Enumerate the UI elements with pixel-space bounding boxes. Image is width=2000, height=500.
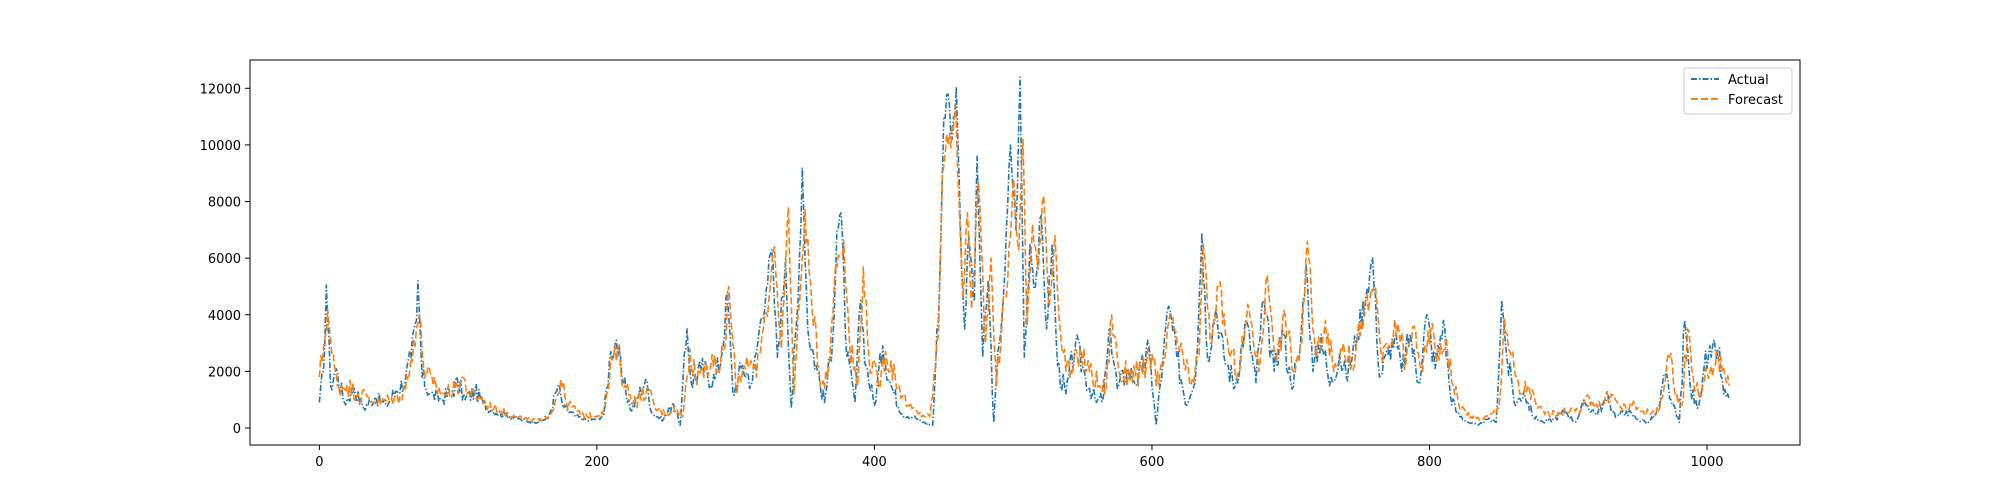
x-tick-label: 200 [584, 455, 609, 470]
y-tick-label: 4000 [208, 309, 241, 324]
x-tick-label: 1000 [1690, 455, 1723, 470]
y-axis: 0 2000 4000 6000 8000 10000 12000 [200, 82, 250, 437]
y-tick-label: 2000 [208, 365, 241, 380]
x-axis: 0 200 400 600 800 1000 [315, 445, 1724, 470]
y-tick-label: 6000 [208, 252, 241, 267]
x-tick-label: 800 [1417, 455, 1442, 470]
legend-label-forecast: Forecast [1728, 93, 1783, 108]
y-tick-label: 8000 [208, 196, 241, 211]
y-tick-label: 0 [233, 422, 241, 437]
legend-label-actual: Actual [1728, 73, 1769, 88]
series-layer [318, 76, 1730, 426]
plot-frame [249, 59, 1801, 446]
series-line-forecast [318, 104, 1730, 423]
series-line-actual [318, 76, 1730, 426]
legend: Actual Forecast [1683, 67, 1793, 115]
y-tick-label: 12000 [200, 82, 241, 97]
x-tick-label: 400 [862, 455, 887, 470]
x-tick-label: 600 [1140, 455, 1165, 470]
x-tick-label: 0 [315, 455, 323, 470]
y-tick-label: 10000 [200, 139, 241, 154]
